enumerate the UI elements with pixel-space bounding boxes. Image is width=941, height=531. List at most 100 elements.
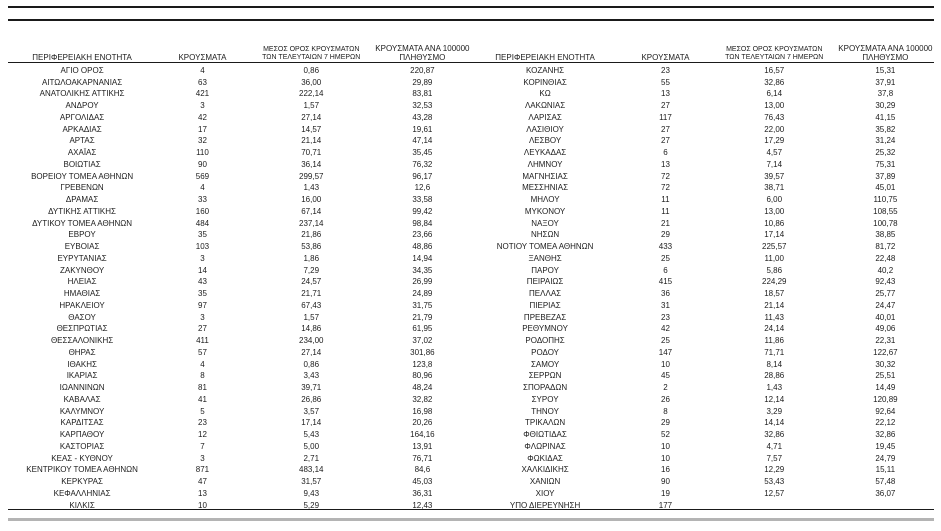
- cases-cell: 17: [198, 124, 207, 134]
- cases-cell: 12: [198, 430, 207, 440]
- region-cell: ΘΗΡΑΣ: [68, 347, 96, 357]
- region-cell: ΗΡΑΚΛΕΙΟΥ: [59, 300, 105, 310]
- cases-cell: 43: [198, 277, 207, 287]
- avg7-cell: 26,86: [301, 394, 322, 404]
- avg7-cell: 1,43: [766, 383, 783, 393]
- table-row: ΛΕΥΚΑΔΑΣ 6 4,57 25,32: [471, 147, 934, 159]
- per100k-cell: 301,86: [410, 347, 435, 357]
- cases-cell: 4: [200, 65, 205, 75]
- table-row: ΑΙΤΩΛΟΑΚΑΡΝΑΝΙΑΣ 63 36,00 29,89: [8, 77, 471, 89]
- per100k-cell: 14,49: [875, 383, 896, 393]
- table-row: ΕΒΡΟΥ 35 21,86 23,66: [8, 230, 471, 242]
- table-row: ΛΕΣΒΟΥ 27 17,29 31,24: [471, 136, 934, 148]
- table-row: ΞΑΝΘΗΣ 25 11,00 22,48: [471, 253, 934, 265]
- table-row: ΠΡΕΒΕΖΑΣ 23 11,43 40,01: [471, 312, 934, 324]
- per100k-cell: 36,07: [875, 488, 896, 498]
- cases-cell: 16: [661, 465, 670, 475]
- per100k-cell: 92,64: [875, 406, 896, 416]
- per100k-cell: 31,75: [412, 300, 433, 310]
- table-row: ΧΙΟΥ 19 12,57 36,07: [471, 488, 934, 500]
- table-row: ΠΕΙΡΑΙΩΣ 415 224,29 92,43: [471, 277, 934, 289]
- region-cell: ΝΗΣΩΝ: [530, 230, 560, 240]
- avg7-cell: 0,86: [303, 359, 320, 369]
- cases-cell: 160: [195, 206, 210, 216]
- avg7-cell: 12,14: [764, 394, 785, 404]
- avg7-cell: 31,57: [301, 477, 322, 487]
- region-cell: ΑΝΑΤΟΛΙΚΗΣ ΑΤΤΙΚΗΣ: [39, 89, 125, 99]
- region-cell: ΧΙΟΥ: [535, 488, 555, 498]
- avg7-cell: 17,14: [301, 418, 322, 428]
- region-cell: ΝΑΞΟΥ: [531, 218, 559, 228]
- column-header-avg7-line2: ΤΩΝ ΤΕΛΕΥΤΑΙΩΝ 7 ΗΜΕΡΩΝ: [262, 53, 361, 61]
- per100k-cell: 92,43: [875, 277, 896, 287]
- avg7-cell: 32,86: [764, 77, 785, 87]
- avg7-cell: 18,57: [764, 289, 785, 299]
- avg7-cell: 11,43: [764, 312, 784, 322]
- cases-cell: 45: [661, 371, 670, 381]
- cases-cell: 97: [198, 300, 207, 310]
- avg7-cell: 14,57: [301, 124, 322, 134]
- cases-cell: 415: [658, 277, 673, 287]
- region-cell: ΙΩΑΝΝΙΝΩΝ: [59, 383, 105, 393]
- region-cell: ΖΑΚΥΝΘΟΥ: [59, 265, 105, 275]
- table-row: ΗΡΑΚΛΕΙΟΥ 97 67,43 31,75: [8, 300, 471, 312]
- region-cell: ΣΥΡΟΥ: [531, 394, 559, 404]
- per100k-cell: 122,67: [873, 347, 898, 357]
- table-row: ΑΧΑΪΑΣ 110 70,71 35,45: [8, 147, 471, 159]
- avg7-cell: 1,57: [303, 312, 320, 322]
- table-row: ΚΟΖΑΝΗΣ 23 16,57 15,31: [471, 65, 934, 77]
- per100k-cell: 40,01: [875, 312, 896, 322]
- cases-cell: 11: [661, 206, 670, 216]
- cases-cell: 3: [200, 453, 205, 463]
- region-cell: ΔΥΤΙΚΟΥ ΤΟΜΕΑ ΑΘΗΝΩΝ: [32, 218, 133, 228]
- column-header-per100k: ΚΡΟΥΣΜΑΤΑ ΑΝΑ 100000 ΠΛΗΘΥΣΜΟ: [374, 30, 471, 65]
- table-row: ΓΡΕΒΕΝΩΝ 4 1,43 12,6: [8, 183, 471, 195]
- regional-cases-table-right: ΠΕΡΙΦΕΡΕΙΑΚΗ ΕΝΟΤΗΤΑ ΚΡΟΥΣΜΑΤΑ ΜΕΣΟΣ ΟΡΟ…: [471, 30, 934, 512]
- table-row: ΒΟΙΩΤΙΑΣ 90 36,14 76,32: [8, 159, 471, 171]
- per100k-cell: 31,24: [875, 136, 896, 146]
- region-cell: ΥΠΟ ΔΙΕΡΕΥΝΗΣΗ: [509, 500, 581, 510]
- cases-cell: 5: [200, 406, 205, 416]
- region-cell: ΘΕΣΣΑΛΟΝΙΚΗΣ: [50, 336, 114, 346]
- cases-cell: 484: [195, 218, 210, 228]
- avg7-cell: 11,86: [764, 336, 784, 346]
- column-header-avg7: ΜΕΣΟΣ ΟΡΟΣ ΚΡΟΥΣΜΑΤΩΝ ΤΩΝ ΤΕΛΕΥΤΑΙΩΝ 7 Η…: [712, 30, 837, 65]
- regional-cases-table-left: ΠΕΡΙΦΕΡΕΙΑΚΗ ΕΝΟΤΗΤΑ ΚΡΟΥΣΜΑΤΑ ΜΕΣΟΣ ΟΡΟ…: [8, 30, 471, 512]
- cases-cell: 110: [196, 148, 209, 158]
- column-header-region: ΠΕΡΙΦΕΡΕΙΑΚΗ ΕΝΟΤΗΤΑ: [495, 52, 595, 62]
- header-row: ΠΕΡΙΦΕΡΕΙΑΚΗ ΕΝΟΤΗΤΑ ΚΡΟΥΣΜΑΤΑ ΜΕΣΟΣ ΟΡΟ…: [8, 30, 471, 65]
- table-row: ΣΥΡΟΥ 26 12,14 120,89: [471, 394, 934, 406]
- column-header-cases: ΚΡΟΥΣΜΑΤΑ: [641, 52, 690, 62]
- avg7-cell: 17,29: [764, 136, 785, 146]
- avg7-cell: 222,14: [299, 89, 324, 99]
- avg7-cell: 5,00: [303, 441, 320, 451]
- table-row: ΧΑΛΚΙΔΙΚΗΣ 16 12,29 15,11: [471, 465, 934, 477]
- cases-cell: 81: [198, 383, 207, 393]
- avg7-cell: 5,43: [303, 430, 320, 440]
- table-row: ΣΠΟΡΑΔΩΝ 2 1,43 14,49: [471, 382, 934, 394]
- cases-cell: 411: [196, 336, 209, 346]
- cases-cell: 42: [198, 112, 207, 122]
- per100k-cell: 110,75: [873, 195, 898, 205]
- cases-cell: 433: [658, 242, 673, 252]
- region-cell: ΧΑΝΙΩΝ: [529, 477, 561, 487]
- per100k-cell: 23,66: [412, 230, 433, 240]
- table-row: ΖΑΚΥΝΘΟΥ 14 7,29 34,35: [8, 265, 471, 277]
- per100k-cell: 12,6: [414, 183, 431, 193]
- avg7-cell: 13,00: [764, 101, 785, 111]
- cases-cell: 177: [658, 500, 673, 510]
- table-row: ΑΡΓΟΛΙΔΑΣ 42 27,14 43,28: [8, 112, 471, 124]
- top-divider-2: [8, 19, 934, 21]
- region-cell: ΝΟΤΙΟΥ ΤΟΜΕΑ ΑΘΗΝΩΝ: [496, 242, 594, 252]
- cases-cell: 27: [661, 136, 670, 146]
- per100k-cell: 32,86: [875, 430, 896, 440]
- per100k-cell: 33,58: [412, 195, 433, 205]
- region-cell: ΚΑΣΤΟΡΙΑΣ: [59, 441, 105, 451]
- cases-cell: 90: [198, 159, 207, 169]
- region-cell: ΑΡΓΟΛΙΔΑΣ: [59, 112, 105, 122]
- cases-cell: 35: [198, 230, 207, 240]
- table-row: ΚΑΡΔΙΤΣΑΣ 23 17,14 20,26: [8, 418, 471, 430]
- region-cell: ΙΚΑΡΙΑΣ: [66, 371, 98, 381]
- avg7-cell: 1,57: [303, 101, 320, 111]
- region-cell: ΚΟΡΙΝΘΙΑΣ: [523, 77, 567, 87]
